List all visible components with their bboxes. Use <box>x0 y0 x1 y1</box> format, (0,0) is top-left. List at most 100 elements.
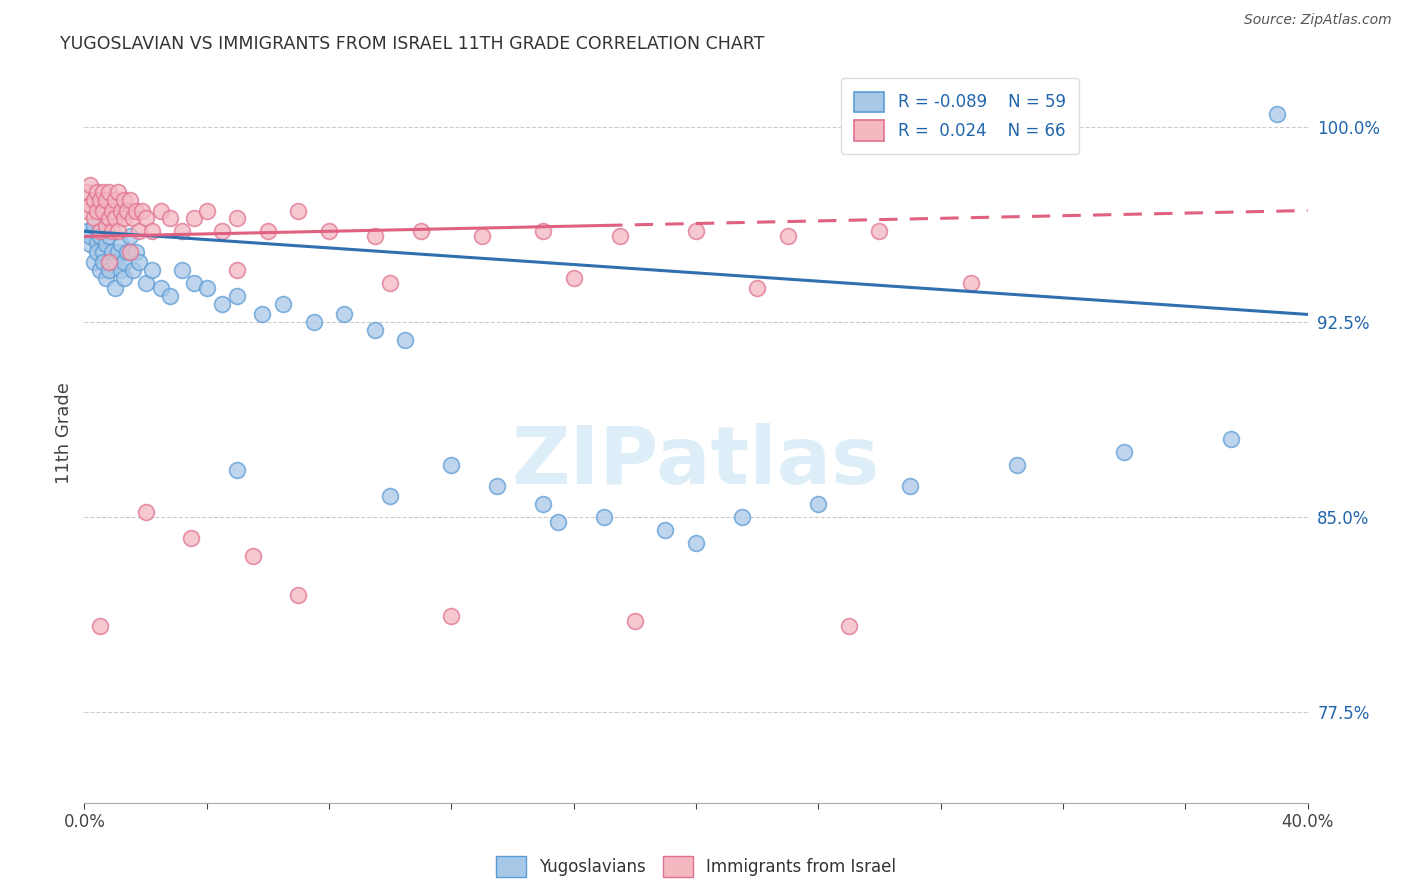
Point <box>838 619 860 633</box>
Point <box>115 245 138 260</box>
Point <box>104 193 127 207</box>
Point <box>83 211 105 226</box>
Point <box>869 224 891 238</box>
Point <box>159 211 181 226</box>
Point <box>101 245 124 260</box>
Point <box>898 479 921 493</box>
Point <box>104 255 127 269</box>
Point <box>409 224 432 238</box>
Point <box>960 277 983 291</box>
Point <box>394 334 416 348</box>
Point <box>135 277 157 291</box>
Point <box>440 458 463 472</box>
Point <box>183 277 205 291</box>
Point <box>1220 432 1243 446</box>
Point <box>101 203 124 218</box>
Point <box>104 211 127 226</box>
Point <box>486 479 509 493</box>
Point <box>122 263 145 277</box>
Point <box>110 237 132 252</box>
Point <box>86 186 108 200</box>
Point <box>183 211 205 226</box>
Point <box>654 523 676 537</box>
Point <box>122 211 145 226</box>
Point <box>149 203 172 218</box>
Point <box>271 297 294 311</box>
Point <box>107 186 129 200</box>
Point <box>91 203 114 218</box>
Point <box>747 281 769 295</box>
Point <box>364 323 387 337</box>
Point <box>1114 445 1136 459</box>
Point <box>531 224 554 238</box>
Point <box>333 307 356 321</box>
Point <box>115 203 138 218</box>
Point <box>141 224 163 238</box>
Point <box>211 224 233 238</box>
Point <box>79 198 101 212</box>
Point <box>83 219 105 233</box>
Point <box>364 229 387 244</box>
Point <box>250 307 273 321</box>
Point <box>149 281 172 295</box>
Point <box>97 263 120 277</box>
Point <box>226 211 249 226</box>
Point <box>471 229 494 244</box>
Point <box>547 515 569 529</box>
Point <box>380 277 402 291</box>
Point <box>120 229 142 244</box>
Point <box>94 219 117 233</box>
Point <box>172 263 194 277</box>
Point <box>135 505 157 519</box>
Point <box>1265 107 1288 121</box>
Point <box>128 224 150 238</box>
Point <box>89 263 111 277</box>
Point <box>776 229 799 244</box>
Point <box>731 510 754 524</box>
Point <box>128 255 150 269</box>
Point <box>107 224 129 238</box>
Legend: Yugoslavians, Immigrants from Israel: Yugoslavians, Immigrants from Israel <box>489 850 903 883</box>
Point <box>159 289 181 303</box>
Point <box>318 224 340 238</box>
Point <box>79 178 101 192</box>
Point <box>226 289 249 303</box>
Point <box>380 489 402 503</box>
Point <box>89 193 111 207</box>
Point <box>195 281 218 295</box>
Point <box>1005 458 1028 472</box>
Point <box>79 237 101 252</box>
Point <box>83 193 105 207</box>
Point <box>125 203 148 218</box>
Point <box>287 203 309 218</box>
Point <box>440 608 463 623</box>
Point <box>104 281 127 295</box>
Point <box>89 619 111 633</box>
Point <box>624 614 647 628</box>
Point <box>89 224 111 238</box>
Point <box>562 271 585 285</box>
Point <box>86 203 108 218</box>
Point <box>120 245 142 260</box>
Point <box>86 245 108 260</box>
Point <box>91 186 114 200</box>
Point <box>112 193 135 207</box>
Point <box>180 531 202 545</box>
Point <box>83 255 105 269</box>
Point <box>76 203 98 218</box>
Text: Source: ZipAtlas.com: Source: ZipAtlas.com <box>1244 13 1392 28</box>
Point <box>107 245 129 260</box>
Text: ZIPatlas: ZIPatlas <box>512 423 880 501</box>
Point <box>131 203 153 218</box>
Point <box>135 211 157 226</box>
Point <box>91 245 114 260</box>
Point <box>685 536 707 550</box>
Point <box>97 186 120 200</box>
Point <box>141 263 163 277</box>
Text: YUGOSLAVIAN VS IMMIGRANTS FROM ISRAEL 11TH GRADE CORRELATION CHART: YUGOSLAVIAN VS IMMIGRANTS FROM ISRAEL 11… <box>60 35 765 53</box>
Point <box>89 229 111 244</box>
Point <box>685 224 707 238</box>
Point <box>531 497 554 511</box>
Point <box>257 224 280 238</box>
Point <box>226 463 249 477</box>
